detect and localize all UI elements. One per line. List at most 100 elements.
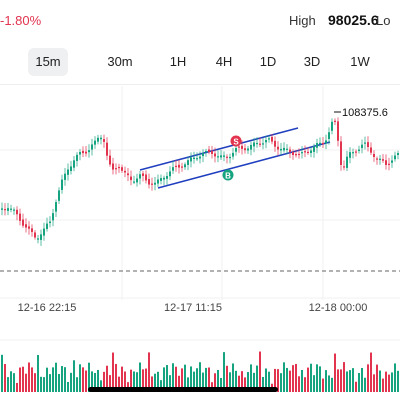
- volume-bar: [295, 363, 297, 392]
- volume-bar: [88, 362, 90, 392]
- volume-bar: [244, 377, 246, 392]
- volume-bar: [133, 371, 135, 392]
- buy-marker-dot: [222, 169, 234, 181]
- volume-bar: [67, 381, 69, 392]
- candle-body: [202, 153, 204, 157]
- tab-1d[interactable]: 1D: [259, 54, 277, 69]
- volume-bar: [382, 378, 384, 392]
- candle-body: [256, 142, 258, 145]
- candle-body: [301, 152, 303, 154]
- volume-bar: [97, 369, 99, 392]
- candle-body: [253, 142, 255, 147]
- candle-body: [373, 153, 375, 157]
- candle-body: [127, 173, 129, 176]
- low-label: Lo: [376, 13, 391, 28]
- volume-bar: [25, 373, 27, 392]
- volume-bar: [184, 364, 186, 392]
- volume-bar: [73, 360, 75, 392]
- sell-marker[interactable]: S: [230, 135, 242, 147]
- candle-body: [223, 155, 225, 157]
- home-indicator: [88, 387, 278, 392]
- candles: [1, 117, 399, 246]
- candle-body: [142, 173, 144, 176]
- peak-label: 108375.6: [342, 107, 388, 119]
- candle-body: [226, 156, 228, 158]
- candle-body: [271, 136, 273, 142]
- candle-body: [391, 160, 393, 163]
- candle-body: [232, 152, 234, 157]
- volume-bar: [31, 367, 33, 392]
- volume-bar: [268, 371, 270, 392]
- candle-body: [388, 163, 390, 165]
- candle-body: [361, 144, 363, 149]
- candle-body: [325, 140, 327, 144]
- volume-bar: [292, 365, 294, 392]
- volume-bar: [70, 372, 72, 392]
- candle-body: [376, 158, 378, 160]
- volume-bar: [367, 364, 369, 392]
- volume-bar: [10, 371, 12, 392]
- volume-bar: [202, 372, 204, 392]
- volume-bar: [394, 363, 396, 392]
- volume-bar: [136, 372, 138, 392]
- volume-bar: [145, 368, 147, 392]
- volume-bar: [283, 362, 285, 392]
- candle-body: [160, 178, 162, 181]
- volume-bar: [205, 367, 207, 392]
- candle-body: [340, 141, 342, 165]
- candle-body: [355, 151, 357, 153]
- volume-bar: [322, 378, 324, 392]
- candle-body: [274, 140, 276, 147]
- candle-body: [277, 146, 279, 150]
- x-tick-label: 12-17 11:15: [164, 302, 222, 314]
- volume-bar: [277, 369, 279, 392]
- volume-bar: [310, 363, 312, 392]
- volume-bar: [307, 367, 309, 392]
- tab-15m[interactable]: 15m: [28, 48, 68, 76]
- channel-upper-line: [139, 127, 299, 171]
- volume-bar: [256, 365, 258, 392]
- candle-body: [64, 173, 66, 180]
- x-axis: 12-16 22:15 12-17 11:15 12-18 00:00: [18, 302, 368, 314]
- candle-body: [88, 150, 90, 153]
- buy-marker[interactable]: B: [222, 169, 234, 181]
- candle-body: [1, 208, 3, 210]
- candle-body: [151, 183, 153, 185]
- volume-bar: [178, 375, 180, 392]
- candle-body: [40, 234, 42, 240]
- tab-4h[interactable]: 4H: [215, 54, 233, 69]
- candle-body: [307, 151, 309, 154]
- candle-body: [346, 156, 348, 168]
- tab-1w[interactable]: 1W: [350, 54, 370, 69]
- volume-bar: [241, 371, 243, 392]
- volume-bar: [13, 373, 15, 392]
- candle-body: [184, 164, 186, 168]
- candle-body: [259, 143, 261, 145]
- candle-body: [82, 150, 84, 154]
- volume-bar: [190, 366, 192, 392]
- volume-bar: [304, 377, 306, 392]
- volume-bar: [169, 375, 171, 392]
- candle-body: [4, 209, 6, 211]
- candle-body: [19, 213, 21, 221]
- tab-1h[interactable]: 1H: [169, 54, 187, 69]
- candle-body: [199, 156, 201, 159]
- volume-bar: [49, 374, 51, 392]
- tab-3d[interactable]: 3D: [303, 54, 321, 69]
- candle-body: [247, 148, 249, 151]
- x-tick-label: 12-16 22:15: [18, 302, 77, 314]
- volume-bar: [370, 352, 372, 392]
- candle-body: [154, 182, 156, 185]
- candle-body: [178, 164, 180, 168]
- volume-bar: [361, 368, 363, 392]
- volume-bar: [124, 371, 126, 392]
- tab-30m[interactable]: 30m: [107, 54, 133, 69]
- candle-body: [76, 154, 78, 161]
- volume-bar: [172, 363, 174, 392]
- volume-bar: [196, 368, 198, 392]
- volume-bar: [82, 367, 84, 392]
- candle-body: [334, 120, 336, 122]
- candle-body: [28, 226, 30, 229]
- candle-body: [139, 174, 141, 179]
